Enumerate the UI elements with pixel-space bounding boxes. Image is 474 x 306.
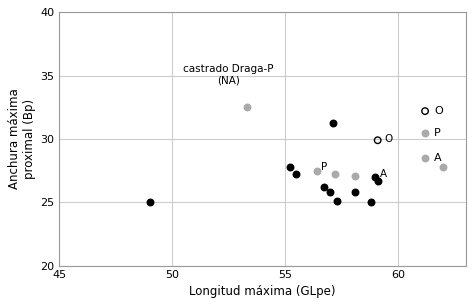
Point [313,168,320,173]
Point [374,178,382,183]
X-axis label: Longitud máxima (GLpe): Longitud máxima (GLpe) [189,285,336,298]
Point [327,190,334,195]
Point [146,200,154,205]
Point [421,155,429,160]
Point [372,174,379,179]
Text: P: P [321,162,328,172]
Text: O: O [384,134,392,144]
Point [421,109,429,114]
Point [367,200,374,205]
Point [331,172,338,177]
Point [351,190,359,195]
Point [421,130,429,135]
Point [351,173,359,178]
Y-axis label: Anchura máxima
proximal (Bp): Anchura máxima proximal (Bp) [9,89,36,189]
Point [329,120,337,125]
Text: O: O [434,106,443,116]
Point [292,172,300,177]
Text: A: A [434,153,442,163]
Point [333,199,341,203]
Point [439,164,447,169]
Text: A: A [380,170,387,179]
Point [319,185,327,189]
Text: P: P [434,128,441,138]
Point [243,105,251,110]
Text: castrado Draga-P
(NA): castrado Draga-P (NA) [183,64,274,86]
Point [286,164,293,169]
Point [374,138,382,143]
